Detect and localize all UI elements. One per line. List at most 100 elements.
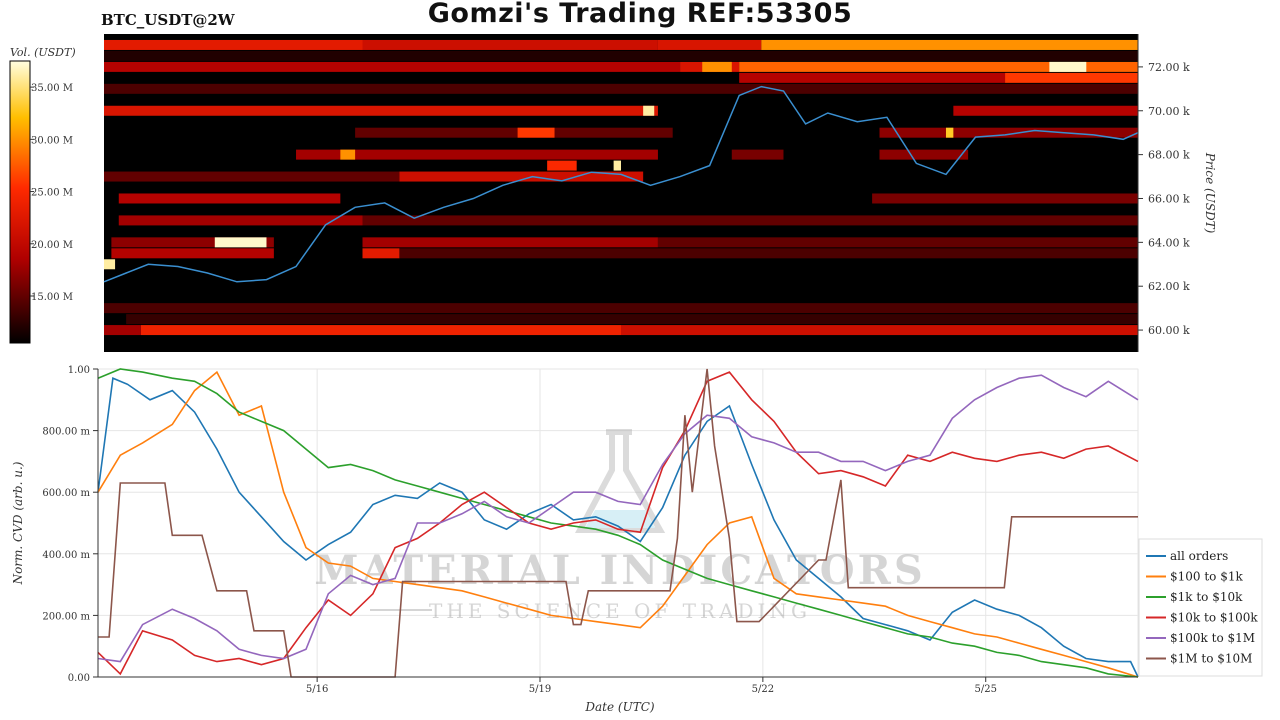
- heatmap-band: [104, 303, 1138, 314]
- cvd-y-tick-label: 600.00 m: [42, 488, 90, 499]
- heatmap-hotspot: [613, 160, 621, 171]
- heatmap-band: [104, 50, 1138, 61]
- heatmap-hotspot: [643, 105, 655, 116]
- cvd-series-line: [97, 374, 1139, 663]
- legend-entry: $1k to $10k: [1170, 590, 1243, 604]
- heatmap-band: [111, 248, 274, 259]
- heatmap-band: [111, 237, 274, 248]
- heatmap-band: [362, 237, 658, 248]
- heatmap-band: [118, 215, 363, 226]
- colorbar-label: Vol. (USDT): [10, 46, 76, 59]
- heatmap-band: [953, 105, 1138, 116]
- colorbar-tick-label: 30.00 M: [31, 135, 73, 146]
- heatmap-band: [104, 171, 400, 182]
- cvd-series-line: [97, 371, 1139, 676]
- heatmap-band: [118, 193, 341, 204]
- legend-entry: $100k to $1M: [1170, 631, 1255, 645]
- cvd-series-line: [97, 377, 1139, 678]
- legend-entry: $1M to $10M: [1170, 652, 1252, 666]
- price-tick-label: 72.00 k: [1148, 61, 1190, 74]
- heatmap-band: [739, 61, 1138, 72]
- price-tick-label: 64.00 k: [1148, 236, 1190, 249]
- price-line: [103, 85, 1139, 283]
- colorbar-tick-label: 35.00 M: [31, 83, 73, 94]
- legend-entry: $100 to $1k: [1170, 570, 1243, 584]
- cvd-y-tick-label: 200.00 m: [42, 611, 90, 622]
- price-tick-label: 66.00 k: [1148, 192, 1190, 205]
- heatmap-hotspot: [104, 259, 116, 270]
- heatmap-hotspot: [1049, 61, 1087, 72]
- heatmap-band: [104, 83, 1138, 94]
- pair-label: BTC_USDT@2W: [101, 11, 235, 29]
- heatmap-band: [140, 325, 621, 336]
- heatmap-band: [104, 61, 681, 72]
- heatmap-band: [104, 325, 141, 336]
- colorbar: [9, 60, 31, 344]
- heatmap-hotspot: [547, 160, 577, 171]
- cvd-y-ticks: 1.00 800.00 m 600.00 m 400.00 m 200.00 m 0.00: [42, 365, 99, 684]
- heatmap-band: [399, 248, 1138, 259]
- heatmap-hotspot: [214, 237, 267, 248]
- cvd-y-tick-label: 0.00: [68, 673, 90, 684]
- heatmap-band: [879, 127, 1138, 138]
- heatmap-band: [104, 39, 363, 50]
- cvd-y-tick-label: 1.00: [68, 365, 90, 376]
- heatmap-band: [731, 149, 784, 160]
- heatmap-band: [104, 105, 658, 116]
- legend-box: [1138, 538, 1263, 677]
- heatmap-band: [355, 127, 673, 138]
- heatmap-hotspot: [340, 149, 356, 160]
- chart-title: Gomzi's Trading REF:53305: [427, 0, 853, 29]
- cvd-series: [97, 368, 1139, 678]
- heatmap-panel: [103, 34, 1139, 352]
- price-axis-ticks: 72.00 k 70.00 k 68.00 k 66.00 k 64.00 k 62.00…: [1137, 34, 1190, 352]
- heatmap-hotspot: [517, 127, 555, 138]
- cvd-x-tick-label: 5/22: [752, 684, 774, 695]
- price-tick-label: 60.00 k: [1148, 324, 1190, 337]
- cvd-y-label: Norm. CVD (arb. u.): [11, 461, 25, 585]
- cvd-series-line: [97, 370, 1139, 678]
- heatmap-hotspot: [702, 61, 732, 72]
- price-tick-label: 70.00 k: [1148, 105, 1190, 118]
- heatmap-band: [872, 193, 1138, 204]
- cvd-x-label: Date (UTC): [584, 700, 654, 714]
- watermark-line2: THE SCIENCE OF TRADING: [429, 599, 811, 623]
- cvd-plot-area: [97, 368, 1139, 678]
- colorbar-ticks: 35.00 M 30.00 M 25.00 M 20.00 M 15.00 M: [30, 83, 73, 303]
- heatmap-band: [621, 325, 1138, 336]
- price-axis-label: Price (USDT): [1203, 152, 1217, 234]
- heatmap-hotspot: [945, 127, 954, 138]
- cvd-x-tick-label: 5/19: [529, 684, 551, 695]
- heatmap-band: [126, 314, 1138, 325]
- cvd-y-tick-label: 800.00 m: [42, 427, 90, 438]
- heatmap-band: [362, 215, 1138, 226]
- heatmap-band: [1005, 72, 1138, 83]
- legend: all orders $100 to $1k $1k to $10k $10k to …: [1138, 538, 1263, 677]
- cvd-series-line: [98, 368, 1138, 678]
- colorbar-tick-label: 25.00 M: [31, 188, 73, 199]
- watermark: MATERIAL INDICATORS THE SCIENCE OF TRADI…: [314, 429, 926, 623]
- heatmap-band: [657, 39, 762, 50]
- cvd-x-ticks: 5/16 5/19 5/22 5/25: [98, 676, 1138, 695]
- legend-entry: $10k to $100k: [1170, 611, 1258, 625]
- heatmap-band: [739, 72, 1006, 83]
- heatmap-band: [657, 237, 1138, 248]
- heatmap-band: [362, 248, 400, 259]
- colorbar-tick-label: 15.00 M: [31, 292, 73, 303]
- heatmap-band: [761, 39, 1138, 50]
- colorbar-tick-label: 20.00 M: [31, 240, 73, 251]
- heatmap-band: [296, 149, 658, 160]
- price-tick-label: 62.00 k: [1148, 280, 1190, 293]
- heatmap-band: [362, 39, 658, 50]
- legend-entry: all orders: [1170, 549, 1228, 563]
- heatmap-band: [399, 171, 644, 182]
- watermark-line1: MATERIAL INDICATORS: [314, 547, 926, 594]
- cvd-x-tick-label: 5/25: [974, 684, 996, 695]
- heatmap-band: [879, 149, 969, 160]
- price-tick-label: 68.00 k: [1148, 149, 1190, 162]
- cvd-y-tick-label: 400.00 m: [42, 550, 90, 561]
- heatmap-cells: [104, 39, 1138, 336]
- cvd-series-line: [97, 368, 1139, 678]
- cvd-x-tick-label: 5/16: [306, 684, 328, 695]
